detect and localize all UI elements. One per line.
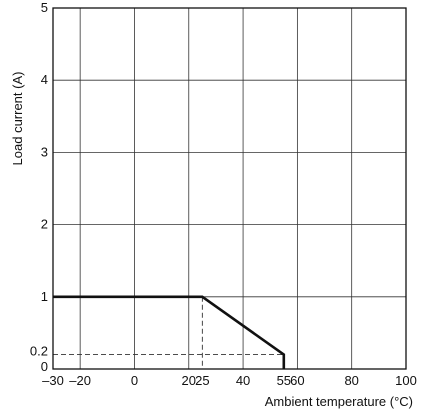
x-tick-label: 60 [290,373,304,388]
x-tick-labels: –30 –20 0 20 25 40 55 60 80 100 [42,373,417,388]
y-tick-label: 4 [41,72,48,87]
x-tick-label: 55 [277,373,291,388]
series-layer [53,295,286,369]
reference-lines [53,296,284,369]
x-tick-label: 20 [182,373,196,388]
y-tick-label: 2 [41,217,48,232]
load-current-curve [53,295,286,369]
x-tick-label: 80 [344,373,358,388]
plot-frame [52,7,407,370]
x-tick-label: 0 [131,373,138,388]
y-tick-label: 3 [41,144,48,159]
x-tick-label: 40 [236,373,250,388]
y-tick-label: 0.2 [30,344,48,359]
y-tick-label: 5 [41,0,48,15]
y-tick-label: 1 [41,289,48,304]
x-axis-label: Ambient temperature (°C) [265,394,413,409]
x-tick-label: 100 [395,373,417,388]
y-tick-label: 0 [41,359,48,374]
y-tick-labels: 00.2 1 2 3 4 5 [30,0,48,374]
y-axis-label: Load current (A) [10,72,25,166]
x-tick-label: –30 [42,373,64,388]
x-tick-label: 25 [195,373,209,388]
x-tick-label: –20 [69,373,91,388]
